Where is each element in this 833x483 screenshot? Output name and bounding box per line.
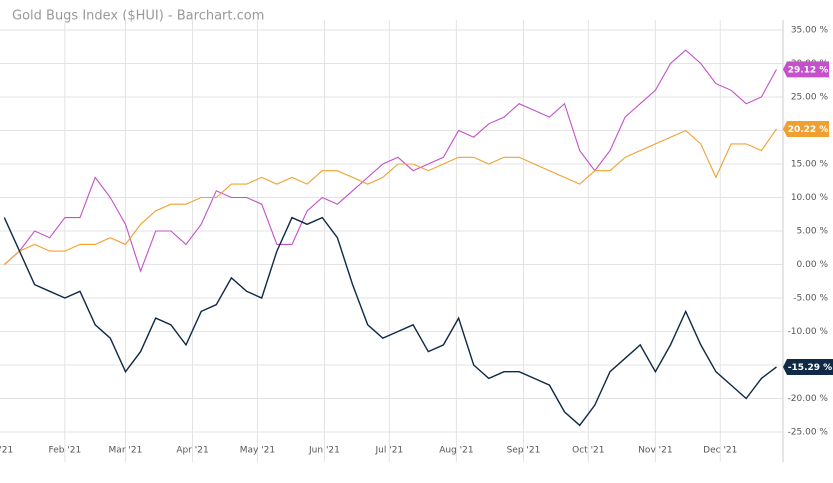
tag-label: 20.22 % <box>788 125 829 135</box>
x-tick-label: Sep '21 <box>507 446 541 456</box>
y-tick-label: 10.00 % <box>791 193 829 203</box>
y-tick-label: 35.00 % <box>791 26 829 36</box>
y-tick-label: -10.00 % <box>788 327 829 337</box>
x-tick-label: Mar '21 <box>109 446 143 456</box>
chart-title: Gold Bugs Index ($HUI) - Barchart.com <box>12 9 264 24</box>
x-tick-label: Aug '21 <box>439 446 473 456</box>
series-line <box>3 216 777 427</box>
tag-box <box>783 61 829 78</box>
tag-box <box>783 121 829 138</box>
tag-label: 29.12 % <box>788 65 829 75</box>
x-tick-label: May '21 <box>240 446 275 456</box>
x-tick-label: Feb '21 <box>49 446 82 456</box>
last-value-tag: 29.12 % <box>783 61 829 78</box>
y-tick-label: 5.00 % <box>797 227 829 237</box>
tag-box <box>783 358 833 375</box>
x-tick-label: Jul '21 <box>375 446 404 456</box>
tag-label: -15.29 % <box>788 363 832 373</box>
y-tick-label: 0.00 % <box>797 260 829 270</box>
x-tick-label: Oct '21 <box>572 446 604 456</box>
x-tick-label: Jan '21 <box>0 446 13 456</box>
y-tick-label: 25.00 % <box>791 93 829 103</box>
y-tick-label: 15.00 % <box>791 160 829 170</box>
x-tick-label: Jun '21 <box>308 446 340 456</box>
y-tick-label: -25.00 % <box>788 428 829 438</box>
last-value-tag: -15.29 % <box>783 358 833 375</box>
y-tick-label: -20.00 % <box>788 394 829 404</box>
series-line <box>3 49 777 273</box>
x-tick-label: Nov '21 <box>638 446 672 456</box>
series-line <box>3 128 777 265</box>
last-value-tag: 20.22 % <box>783 121 829 138</box>
y-tick-label: -5.00 % <box>793 294 828 304</box>
x-tick-label: Apr '21 <box>176 446 208 456</box>
x-tick-label: Dec '21 <box>703 446 737 456</box>
